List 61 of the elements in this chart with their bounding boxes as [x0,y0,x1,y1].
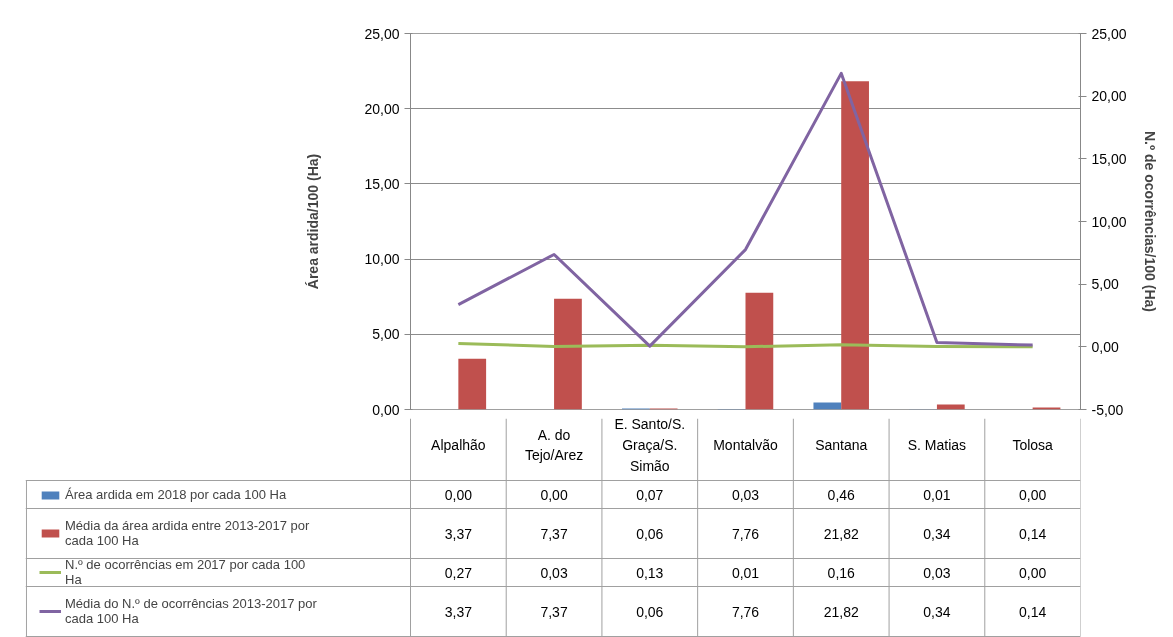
data-label: 0,03 [731,486,760,503]
data-label: 21,82 [823,525,859,542]
data-label: 0,07 [636,486,664,503]
data-label: 0,13 [636,564,664,581]
bar [841,81,869,410]
bar [458,358,487,410]
data-label: 0,16 [827,564,856,581]
y2-tick-label: 15,00 [1091,150,1127,167]
y-tick-label: 0,00 [372,401,400,418]
y2-tick-label: 0,00 [1091,338,1119,355]
data-label: 0,27 [444,564,473,581]
y2-axis-title: N.º de ocorrências/100 (Ha) [1141,131,1158,312]
x-tick-label: Tolosa [1012,437,1054,453]
x-tick-label: Santana [815,437,868,453]
data-label: 21,82 [823,603,859,620]
y2-tick-label: 20,00 [1091,88,1127,105]
data-label: 3,37 [444,603,473,620]
legend-label: Área ardida em 2018 por cada 100 Ha [65,486,287,503]
legend-label: N.º de ocorrências em 2017 por cada 100 Ha [65,556,306,589]
y-tick-label: 25,00 [364,25,400,42]
bar [1032,407,1061,410]
data-label: 0,03 [923,564,951,581]
bar [745,292,774,410]
data-label: 0,01 [731,564,760,581]
y2-tick-label: 25,00 [1091,25,1127,42]
y-tick-label: 5,00 [372,326,400,343]
legend-label: Média do N.º de ocorrências 2013-2017 por cada 100 Ha [65,595,317,628]
y-tick-label: 20,00 [364,100,400,117]
data-label: 7,37 [540,603,568,620]
x-tick-label: Montalvão [713,437,779,453]
data-label: 0,01 [923,486,951,503]
x-tick-label: Alpalhão [431,437,486,453]
data-label: 0,34 [923,525,951,542]
data-label: 0,06 [636,603,664,620]
y-tick-label: 10,00 [364,251,400,268]
data-label: 0,00 [1019,564,1047,581]
data-label: 0,03 [540,564,568,581]
y2-tick-label: -5,00 [1091,401,1124,418]
data-label: 0,00 [444,486,473,503]
bar [936,404,965,410]
legend-label: Média da área ardida entre 2013-2017 por cada 100 Ha [65,517,310,550]
data-label: 7,37 [540,525,568,542]
data-label: 0,34 [923,603,951,620]
x-tick-label: A. do Tejo/Arez [524,426,584,464]
data-label: 0,00 [1019,486,1047,503]
x-tick-label: S. Matias [907,437,967,453]
data-label: 0,14 [1019,603,1047,620]
data-label: 7,76 [731,603,760,620]
data-label: 0,00 [540,486,568,503]
y-tick-label: 15,00 [364,175,400,192]
data-label: 0,46 [827,486,856,503]
y-axis-title: Área ardida/100 (Ha) [305,153,322,290]
x-tick-label: E. Santo/S. Graça/S. Simão [614,416,686,474]
line-series [456,71,1035,348]
bar [554,298,582,410]
data-label: 0,06 [636,525,664,542]
data-label: 7,76 [731,525,760,542]
data-label: 0,14 [1019,525,1047,542]
y2-tick-label: 5,00 [1091,276,1119,293]
data-label: 3,37 [444,525,473,542]
y2-tick-label: 10,00 [1091,213,1127,230]
